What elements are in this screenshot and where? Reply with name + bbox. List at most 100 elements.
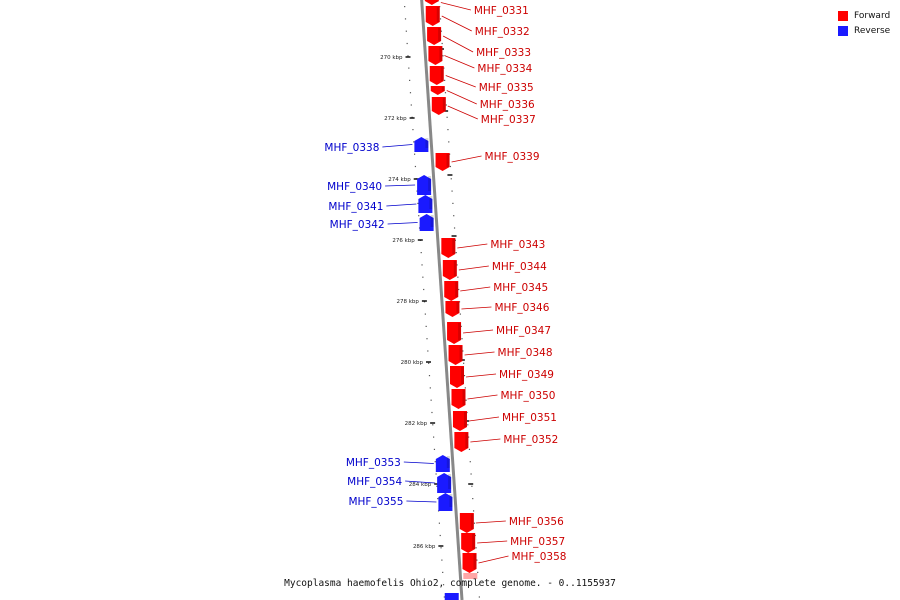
- scale-dot-right: [447, 129, 449, 131]
- gene-glyph-shade: [470, 514, 474, 529]
- gene-label: MHF_0348: [498, 347, 553, 359]
- gene-label: MHF_0334: [477, 63, 532, 75]
- tick-label: 278 kbp: [396, 299, 419, 305]
- gene-label: MHF_0354: [347, 476, 402, 488]
- scale-dot-right: [472, 498, 474, 500]
- genome-title: Mycoplasma haemofelis Ohio2, complete ge…: [284, 578, 616, 589]
- gene-glyph-shade: [440, 67, 444, 81]
- gene-leader-line: [441, 15, 472, 32]
- scale-dot-left: [418, 215, 420, 217]
- gene-glyph: [435, 153, 450, 171]
- gene-glyph: [438, 493, 453, 511]
- gene-glyph: [462, 553, 477, 573]
- gene-glyph-shade: [472, 534, 476, 549]
- gene-label: MHF_0342: [330, 219, 385, 231]
- scale-dot-right: [463, 375, 466, 377]
- gene-glyph-shade: [448, 474, 452, 489]
- scale-dot-right: [446, 116, 448, 118]
- scale-dot-right: [456, 264, 458, 266]
- gene-label: MHF_0340: [327, 181, 382, 193]
- gene-glyph-shade: [428, 176, 432, 191]
- forward-swatch-icon: [838, 10, 848, 21]
- gene-glyph-shade: [463, 412, 467, 427]
- gene-glyph-shade: [458, 323, 462, 340]
- scale-dot-left: [436, 485, 438, 487]
- scale-dot-left: [420, 252, 422, 254]
- scale-dot-right: [473, 522, 475, 524]
- scale-dot-left: [409, 92, 412, 94]
- gene-glyph: [448, 345, 463, 365]
- tick-label: 284 kbp: [409, 482, 432, 488]
- gene-glyph: [425, 6, 440, 26]
- gene-glyph-shade: [456, 302, 460, 313]
- gene-label: MHF_0356: [509, 516, 564, 528]
- gene-leader-line: [447, 105, 478, 120]
- scale-dot-right: [478, 596, 480, 598]
- gene-leader-line: [403, 461, 434, 464]
- gene-glyph: [427, 27, 442, 45]
- scale-dot-right: [458, 288, 460, 291]
- gene-glyph-shade: [455, 282, 459, 297]
- gene-leader-line: [478, 555, 509, 564]
- gene-label: MHF_0343: [490, 239, 545, 251]
- scale-dot-left: [423, 301, 426, 303]
- gene-glyph: [451, 389, 466, 409]
- gene-leader-line: [457, 243, 488, 249]
- scale-dot-right: [469, 461, 471, 463]
- gene-leader-line: [477, 540, 508, 544]
- scale-dot-left: [421, 264, 423, 266]
- scale-dot-left: [416, 190, 418, 192]
- gene-leader-line: [387, 222, 418, 225]
- gene-label: MHF_0357: [510, 536, 565, 548]
- scale-dot-right: [464, 387, 466, 389]
- gene-label: MHF_0345: [493, 282, 548, 294]
- scale-dot-right: [439, 18, 442, 20]
- scale-dot-left: [435, 473, 437, 475]
- scale-dot-left: [406, 42, 408, 45]
- gene-glyph-shade: [473, 554, 477, 569]
- gene-glyph: [437, 473, 452, 493]
- scale-dot-right: [444, 92, 447, 94]
- gene-glyph: [444, 281, 459, 301]
- gene-glyph: [459, 513, 474, 533]
- scale-dot-left: [423, 288, 425, 291]
- scale-dot-right: [443, 67, 445, 69]
- gene-glyph-shade: [452, 239, 456, 254]
- gene-label: MHF_0358: [512, 551, 567, 563]
- gene-label: MHF_0338: [324, 142, 379, 154]
- gene-glyph: [441, 238, 456, 258]
- scale-dot-right: [475, 547, 477, 549]
- gene-glyph: [428, 46, 443, 65]
- scale-dot-right: [470, 473, 472, 475]
- scale-dot-left: [434, 461, 436, 463]
- scale-dot-left: [431, 411, 433, 414]
- legend: Forward Reverse: [838, 8, 890, 38]
- gene-label: MHF_0333: [476, 47, 531, 59]
- legend-item-forward: Forward: [838, 8, 890, 23]
- scale-dot-right: [461, 338, 463, 340]
- gene-leader-line: [470, 438, 501, 443]
- gene-glyph-shade: [441, 87, 445, 91]
- scale-dot-right: [463, 362, 465, 364]
- legend-item-reverse: Reverse: [838, 23, 890, 38]
- tick-label: 274 kbp: [388, 177, 411, 183]
- gene-glyph-shade: [449, 494, 453, 507]
- gene-glyph: [452, 411, 467, 431]
- gene-glyph-shade: [435, 1, 439, 2]
- scale-dot-right: [465, 399, 467, 401]
- gene-label: MHF_0346: [494, 302, 549, 314]
- gene-glyph: [445, 301, 460, 317]
- gene-leader-line: [382, 144, 413, 148]
- scale-dot-right: [448, 153, 451, 155]
- gene-leader-line: [442, 35, 474, 53]
- gene-label: MHF_0355: [348, 496, 403, 508]
- scale-dot-right: [477, 571, 479, 573]
- scale-dot-left: [442, 584, 445, 586]
- gene-leader-line: [464, 351, 495, 356]
- gene-leader-line: [460, 286, 491, 292]
- gene-leader-line: [467, 394, 498, 400]
- gene-label: MHF_0347: [496, 325, 551, 337]
- gene-leader-line: [386, 203, 417, 207]
- scale-dot-left: [443, 596, 445, 598]
